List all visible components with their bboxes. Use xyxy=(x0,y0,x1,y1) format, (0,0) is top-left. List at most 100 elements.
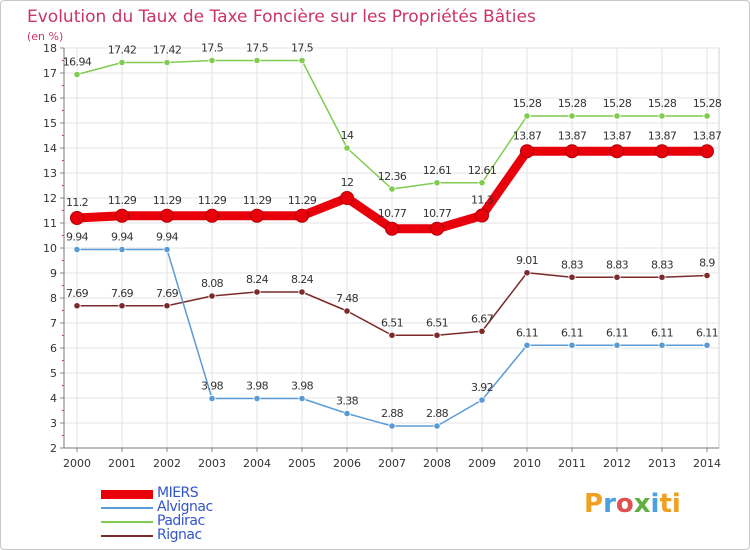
y-tick-label: 16 xyxy=(43,92,57,105)
data-label-padirac: 12.61 xyxy=(468,164,497,177)
logo-letter: x xyxy=(633,489,651,519)
data-label-alvignac: 2.88 xyxy=(426,407,449,420)
data-point-rignac xyxy=(703,271,711,280)
data-point-rignac xyxy=(478,327,486,335)
data-point-padirac xyxy=(388,185,396,193)
data-label-padirac: 15.28 xyxy=(693,97,722,110)
data-point-padirac xyxy=(163,58,171,67)
y-tick-label: 5 xyxy=(50,367,57,380)
data-label-alvignac: 3.92 xyxy=(471,381,493,394)
x-tick-label: 2008 xyxy=(423,457,451,470)
logo-letter: P xyxy=(584,489,604,519)
y-tick-label: 3 xyxy=(50,417,57,430)
data-label-rignac: 9.01 xyxy=(516,254,538,267)
data-label-miers: 13.87 xyxy=(648,129,677,142)
x-tick-label: 2001 xyxy=(108,457,136,470)
data-label-rignac: 7.69 xyxy=(111,287,134,300)
data-label-padirac: 16.94 xyxy=(63,56,92,69)
data-point-padirac xyxy=(568,112,576,120)
data-label-padirac: 15.28 xyxy=(603,97,632,110)
data-point-miers xyxy=(520,144,534,159)
data-label-rignac: 8.83 xyxy=(606,258,629,271)
logo-letter: ti xyxy=(659,489,681,519)
data-label-padirac: 17.5 xyxy=(291,42,314,55)
y-tick-label: 11 xyxy=(43,217,57,230)
data-label-padirac: 17.5 xyxy=(246,42,269,55)
data-label-rignac: 7.69 xyxy=(66,287,89,300)
data-point-padirac xyxy=(208,56,216,65)
data-label-miers: 11.29 xyxy=(108,194,137,207)
y-tick-label: 18 xyxy=(43,42,57,55)
data-point-miers xyxy=(295,208,309,223)
data-point-alvignac xyxy=(208,394,216,403)
x-tick-label: 2010 xyxy=(513,457,541,470)
legend-swatch-alvignac xyxy=(101,507,153,509)
data-label-rignac: 8.83 xyxy=(651,258,674,271)
data-label-rignac: 7.69 xyxy=(156,287,179,300)
legend-swatch-miers xyxy=(101,490,153,499)
data-label-miers: 11.3 xyxy=(471,194,494,207)
data-label-miers: 11.29 xyxy=(288,194,317,207)
data-label-rignac: 6.67 xyxy=(471,312,494,325)
y-tick-label: 10 xyxy=(43,242,57,255)
data-label-miers: 12 xyxy=(341,176,354,189)
data-point-rignac xyxy=(613,273,621,281)
data-label-padirac: 17.42 xyxy=(153,44,182,57)
data-label-miers: 11.29 xyxy=(243,194,272,207)
data-label-miers: 13.87 xyxy=(693,129,722,142)
x-tick-label: 2006 xyxy=(333,457,361,470)
data-point-alvignac xyxy=(163,245,171,254)
data-label-padirac: 15.28 xyxy=(513,97,542,110)
x-tick-label: 2007 xyxy=(378,457,406,470)
y-tick-label: 15 xyxy=(43,117,57,130)
data-point-miers xyxy=(565,144,579,159)
data-point-miers xyxy=(340,191,354,205)
data-label-alvignac: 6.11 xyxy=(651,326,673,339)
data-point-padirac xyxy=(523,112,531,120)
proxiti-logo: Proxiti xyxy=(584,489,681,519)
data-point-alvignac xyxy=(703,341,711,349)
data-point-rignac xyxy=(523,269,531,277)
x-tick-label: 2002 xyxy=(153,457,181,470)
data-point-padirac xyxy=(253,56,261,65)
data-point-alvignac xyxy=(568,341,576,349)
x-tick-label: 2009 xyxy=(468,457,496,470)
legend-label-rignac: Rignac xyxy=(157,527,202,543)
y-tick-label: 2 xyxy=(50,442,57,455)
y-tick-label: 7 xyxy=(50,317,57,330)
y-tick-label: 12 xyxy=(43,192,57,205)
data-label-miers: 10.77 xyxy=(423,207,452,220)
y-tick-label: 17 xyxy=(43,67,57,80)
data-label-padirac: 17.5 xyxy=(201,42,224,55)
legend-label-alvignac: Alvignac xyxy=(157,499,213,515)
logo-letter: r xyxy=(603,489,616,519)
data-point-alvignac xyxy=(253,394,261,403)
data-point-alvignac xyxy=(298,394,306,403)
data-point-miers xyxy=(250,208,264,223)
data-point-rignac xyxy=(433,331,441,339)
data-point-miers xyxy=(385,221,399,236)
y-tick-label: 14 xyxy=(43,142,57,155)
x-tick-label: 2004 xyxy=(243,457,271,470)
data-point-padirac xyxy=(298,56,306,65)
data-label-alvignac: 2.88 xyxy=(381,407,404,420)
data-point-alvignac xyxy=(478,396,486,404)
data-point-rignac xyxy=(208,292,216,300)
data-label-alvignac: 9.94 xyxy=(156,231,179,244)
data-label-miers: 11.29 xyxy=(153,194,182,207)
data-label-rignac: 6.51 xyxy=(426,316,448,329)
data-label-miers: 10.77 xyxy=(378,207,407,220)
data-point-miers xyxy=(475,208,489,223)
data-label-padirac: 12.36 xyxy=(378,170,407,183)
data-label-rignac: 8.24 xyxy=(246,273,269,286)
data-point-miers xyxy=(160,208,174,223)
data-label-padirac: 12.61 xyxy=(423,164,452,177)
data-point-alvignac xyxy=(523,341,531,349)
data-label-miers: 13.87 xyxy=(558,129,587,142)
data-point-alvignac xyxy=(433,422,441,430)
data-label-padirac: 14 xyxy=(341,129,354,142)
legend-swatch-padirac xyxy=(101,521,153,523)
data-point-alvignac xyxy=(388,422,396,430)
data-label-alvignac: 3.38 xyxy=(336,395,359,408)
